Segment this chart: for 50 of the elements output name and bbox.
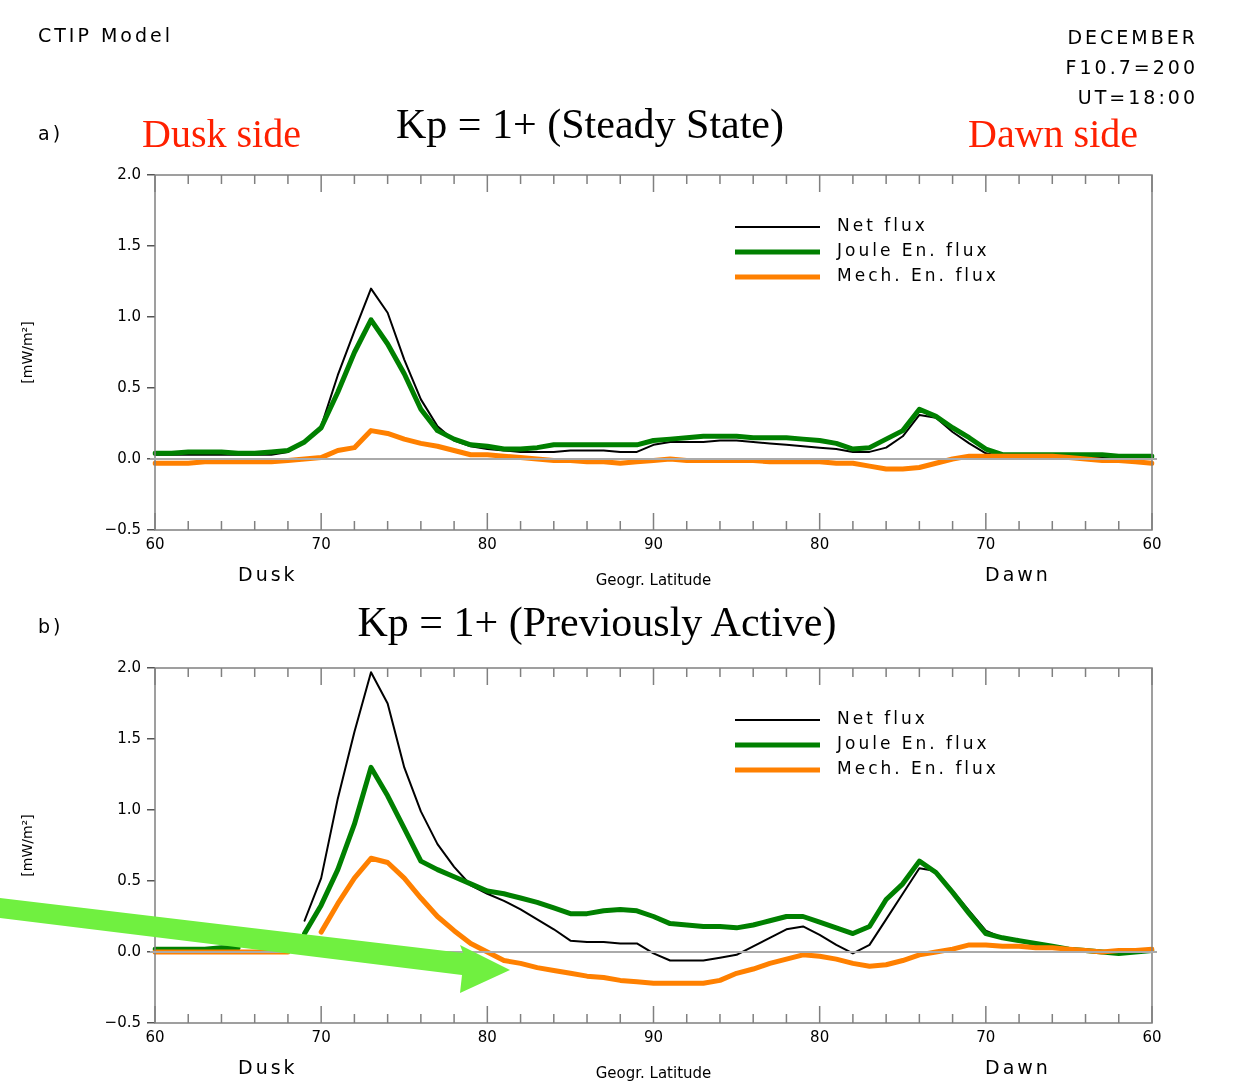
legend-label: Mech. En. flux xyxy=(837,265,999,286)
y-axis-title: [mW/m²] xyxy=(19,814,36,877)
y-tick-label: −0.5 xyxy=(104,519,141,538)
x-tick-label: 70 xyxy=(976,1027,996,1046)
chart-title: Kp = 1+ (Previously Active) xyxy=(357,598,837,646)
legend-label: Joule En. flux xyxy=(836,240,990,261)
legend-label: Net flux xyxy=(837,215,928,236)
chart-title: Kp = 1+ (Steady State) xyxy=(396,100,784,148)
x-tick-label: 60 xyxy=(1142,534,1162,553)
x-tick-label: 60 xyxy=(1142,1027,1162,1046)
legend-label: Net flux xyxy=(837,708,928,729)
text: F10.7=200 xyxy=(1065,56,1198,78)
y-tick-label: 1.0 xyxy=(117,306,141,325)
text: Dusk xyxy=(238,1056,298,1078)
text: UT=18:00 xyxy=(1077,86,1198,108)
y-tick-label: 2.0 xyxy=(117,657,141,676)
text: Dawn side xyxy=(968,110,1138,157)
y-tick-label: 0.5 xyxy=(117,377,141,396)
x-tick-label: 80 xyxy=(477,1027,497,1046)
x-tick-label: 70 xyxy=(311,1027,331,1046)
x-tick-label: 70 xyxy=(311,534,331,553)
y-tick-label: 1.5 xyxy=(117,728,141,747)
x-tick-label: 80 xyxy=(810,534,830,553)
legend-label: Mech. En. flux xyxy=(837,758,999,779)
text: Dusk xyxy=(238,563,298,585)
y-axis-title: [mW/m²] xyxy=(19,321,36,384)
text: b) xyxy=(38,615,64,637)
y-tick-label: 0.0 xyxy=(117,448,141,467)
y-tick-label: 2.0 xyxy=(117,164,141,183)
y-tick-label: 0.5 xyxy=(117,870,141,889)
text: Dawn xyxy=(985,1056,1051,1078)
x-axis-title: Geogr. Latitude xyxy=(595,1063,712,1082)
legend-label: Joule En. flux xyxy=(836,733,990,754)
x-tick-label: 60 xyxy=(145,534,165,553)
x-tick-label: 70 xyxy=(976,534,996,553)
x-tick-label: 80 xyxy=(477,534,497,553)
x-tick-label: 90 xyxy=(643,1027,664,1046)
text: CTIP Model xyxy=(38,24,174,46)
y-tick-label: 0.0 xyxy=(117,941,141,960)
x-tick-label: 90 xyxy=(643,534,664,553)
text: Dawn xyxy=(985,563,1051,585)
x-axis-title: Geogr. Latitude xyxy=(595,570,712,589)
y-tick-label: 1.0 xyxy=(117,799,141,818)
text: DECEMBER xyxy=(1067,26,1198,48)
text: Dusk side xyxy=(142,110,301,157)
x-tick-label: 60 xyxy=(145,1027,165,1046)
y-tick-label: −0.5 xyxy=(104,1012,141,1031)
y-tick-label: 1.5 xyxy=(117,235,141,254)
x-tick-label: 80 xyxy=(810,1027,830,1046)
text: a) xyxy=(38,122,64,144)
